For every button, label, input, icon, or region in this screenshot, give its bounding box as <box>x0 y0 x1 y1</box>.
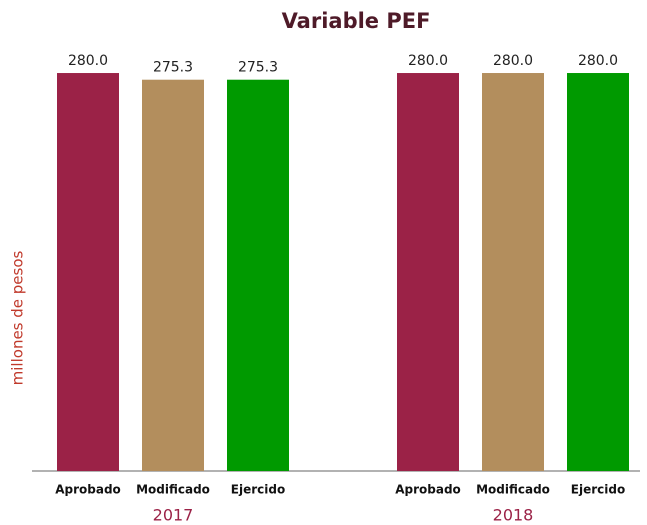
x-tick-label: Modificado <box>136 483 210 497</box>
bar <box>397 73 459 471</box>
x-tick-label: Aprobado <box>55 483 121 497</box>
value-label: 275.3 <box>153 60 193 76</box>
x-tick-label: Aprobado <box>395 483 461 497</box>
value-label: 280.0 <box>408 53 448 69</box>
value-label: 280.0 <box>68 53 108 69</box>
value-label: 275.3 <box>238 60 278 76</box>
bar <box>567 73 629 471</box>
y-axis-label: millones de pesos <box>9 250 27 385</box>
x-tick-label: Modificado <box>476 483 550 497</box>
bar <box>482 73 544 471</box>
value-label: 280.0 <box>493 53 533 69</box>
bar <box>227 79 289 471</box>
value-label: 280.0 <box>578 53 618 69</box>
x-tick-label: Ejercido <box>571 483 625 497</box>
x-group-label: 2017 <box>153 506 194 525</box>
x-tick-label: Ejercido <box>231 483 285 497</box>
chart-title: Variable PEF <box>282 9 431 33</box>
x-group-label: 2018 <box>493 506 534 525</box>
bar <box>142 79 204 471</box>
bar <box>57 73 119 471</box>
